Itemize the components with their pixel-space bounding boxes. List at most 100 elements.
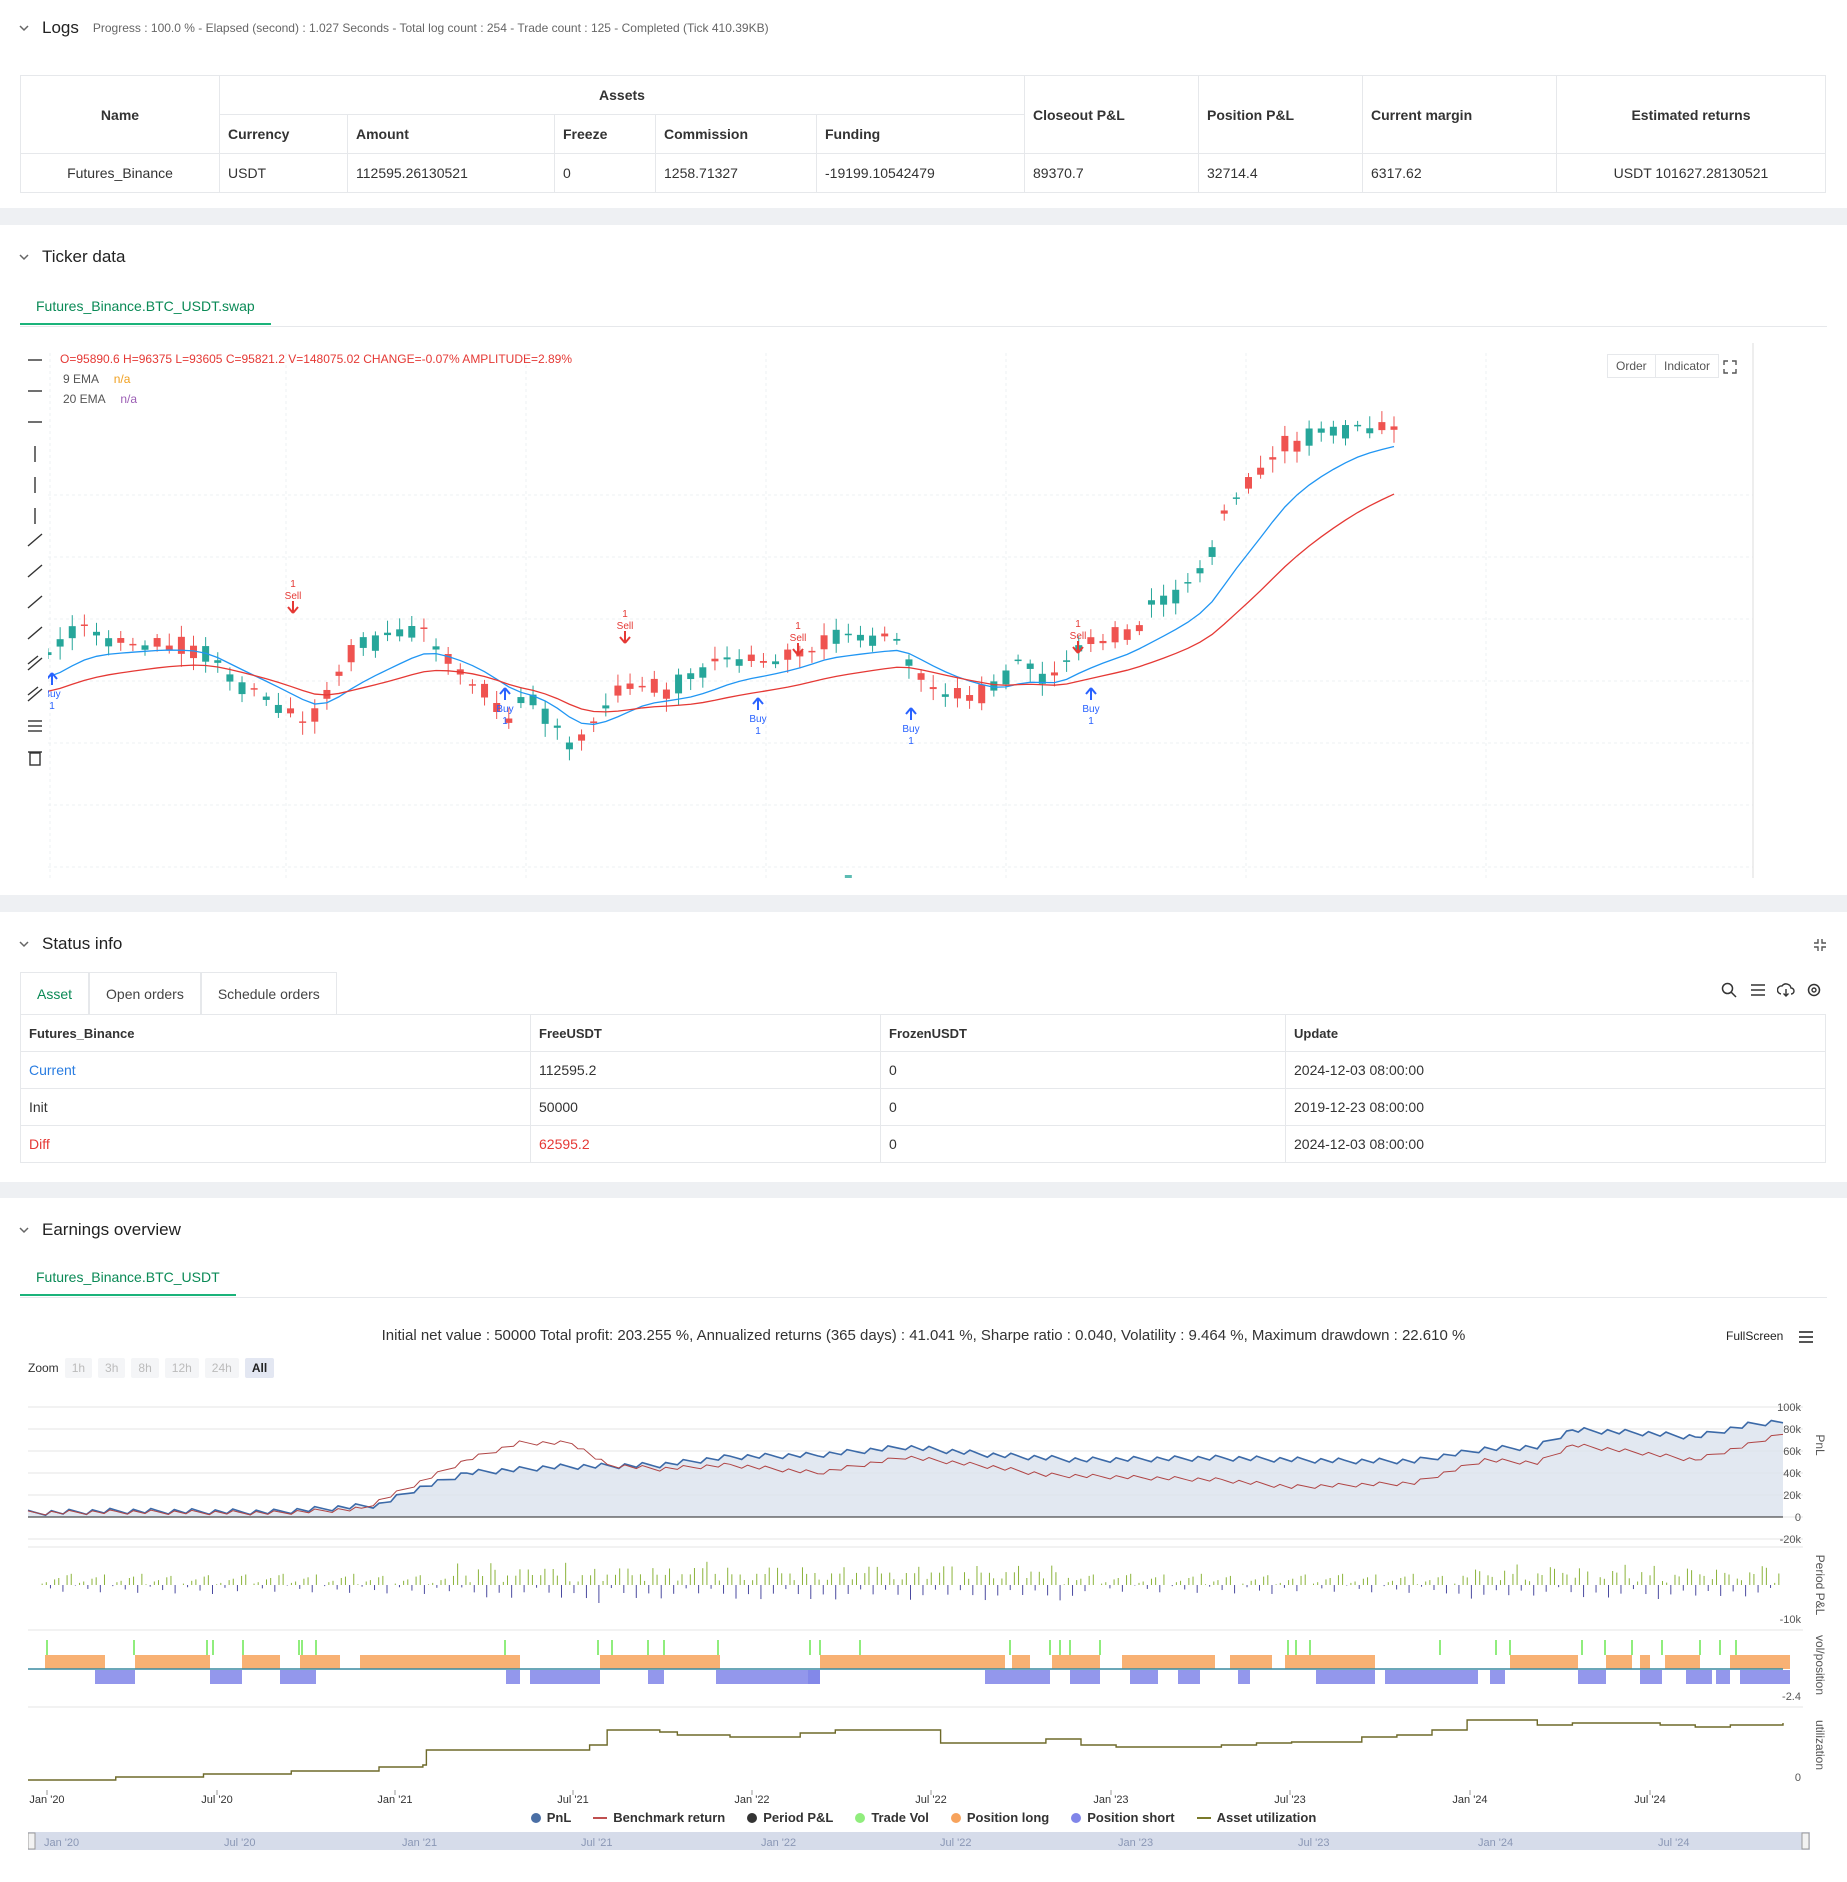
candlestick-chart[interactable]: 104,000.0096,000.0088,000.0080,000.0072,… xyxy=(48,343,1758,878)
candle-body xyxy=(941,694,949,697)
chevron-down-icon[interactable] xyxy=(18,251,30,263)
order-button[interactable]: Order xyxy=(1607,354,1656,378)
signal-label: Buy xyxy=(1082,704,1099,715)
table-row: Futures_Binance USDT 112595.26130521 0 1… xyxy=(20,153,1826,193)
position-long-bar xyxy=(1122,1655,1215,1669)
logs-title: Logs xyxy=(42,18,79,37)
signal-qty: 1 xyxy=(622,609,628,620)
candle-body xyxy=(662,689,670,699)
position-long-bar xyxy=(1730,1655,1790,1669)
gear-icon[interactable] xyxy=(1805,981,1823,999)
x-tick-label: Jan '21 xyxy=(377,1794,412,1805)
candle-body xyxy=(165,645,173,650)
chevron-down-icon[interactable] xyxy=(18,1224,30,1236)
candle-body xyxy=(638,685,646,688)
candle-body xyxy=(93,631,101,636)
candle-body xyxy=(687,673,695,680)
candle-body xyxy=(893,638,901,641)
ticker-header[interactable]: Ticker data xyxy=(18,247,125,267)
position-short-bar xyxy=(1070,1670,1100,1684)
drawing-toolbar[interactable] xyxy=(22,350,48,1010)
zoom-all-button[interactable]: All xyxy=(244,1358,275,1378)
navigator-tick-label: Jul '24 xyxy=(1658,1837,1689,1849)
fullscreen-button[interactable]: FullScreen xyxy=(1726,1329,1784,1343)
zoom-8h-button[interactable]: 8h xyxy=(131,1358,159,1378)
axis-label: vol/position xyxy=(1813,1635,1827,1695)
tab-earnings-symbol[interactable]: Futures_Binance.BTC_USDT xyxy=(20,1258,236,1296)
candle-body xyxy=(1184,582,1192,584)
th-freeze: Freeze xyxy=(554,114,656,154)
zoom-1h-button[interactable]: 1h xyxy=(64,1358,93,1378)
expand-icon[interactable] xyxy=(1721,358,1739,376)
position-short-bar xyxy=(808,1670,820,1684)
position-short-bar xyxy=(1686,1670,1712,1684)
tab-ticker-symbol[interactable]: Futures_Binance.BTC_USDT.swap xyxy=(20,287,271,325)
ema20-line xyxy=(48,493,1395,713)
zoom-12h-button[interactable]: 12h xyxy=(164,1358,199,1378)
benchmark-line xyxy=(27,1433,1784,1516)
candle-body xyxy=(1063,660,1071,662)
zoom-3h-button[interactable]: 3h xyxy=(98,1358,126,1378)
cell-commission: 1258.71327 xyxy=(655,153,817,193)
legend-item[interactable]: PnL xyxy=(530,1810,572,1825)
search-icon[interactable] xyxy=(1720,981,1738,999)
legend-item[interactable]: Period P&L xyxy=(747,1810,833,1825)
th-closeout: Closeout P&L xyxy=(1024,75,1199,154)
chevron-down-icon[interactable] xyxy=(18,938,30,950)
candle-body xyxy=(541,708,549,724)
position-long-bar xyxy=(135,1655,210,1669)
status-header[interactable]: Status info xyxy=(18,934,122,954)
list-icon[interactable] xyxy=(1749,981,1767,999)
zoom-24h-button[interactable]: 24h xyxy=(204,1358,239,1378)
th-name: Name xyxy=(20,75,220,154)
position-short-bar xyxy=(210,1670,242,1684)
candle-body xyxy=(759,661,767,663)
cell-position: 32714.4 xyxy=(1198,153,1363,193)
candle-body xyxy=(1196,568,1204,574)
tab-asset[interactable]: Asset xyxy=(20,972,90,1014)
candle-body xyxy=(723,657,731,660)
collapse-icon[interactable] xyxy=(1811,936,1829,954)
candle-body xyxy=(311,708,319,722)
cell-frozen: 0 xyxy=(880,1088,1286,1126)
chevron-down-icon[interactable] xyxy=(18,22,30,34)
cloud-download-icon[interactable] xyxy=(1777,981,1795,999)
menu-icon[interactable] xyxy=(1797,1328,1815,1346)
candle-body xyxy=(747,654,755,661)
legend-label: PnL xyxy=(546,1810,572,1825)
candle-body xyxy=(1269,457,1277,460)
up-arrow-icon xyxy=(752,697,764,710)
candle-body xyxy=(420,627,428,629)
indicator-button[interactable]: Indicator xyxy=(1655,354,1720,378)
tab-open-orders[interactable]: Open orders xyxy=(89,972,201,1014)
line-marker-icon xyxy=(1196,1816,1211,1819)
legend-item[interactable]: Trade Vol xyxy=(855,1810,929,1825)
legend-item[interactable]: Benchmark return xyxy=(593,1810,725,1825)
candle-body xyxy=(141,645,149,650)
navigator-tick-label: Jan '21 xyxy=(402,1837,437,1849)
tab-schedule-orders[interactable]: Schedule orders xyxy=(200,972,337,1014)
signal-label: Sell xyxy=(285,591,302,602)
legend-item[interactable]: Position short xyxy=(1071,1810,1175,1825)
y-tick-label: 40k xyxy=(1783,1468,1801,1480)
logs-table: Name Assets Closeout P&L Position P&L Cu… xyxy=(20,75,1826,193)
earnings-chart[interactable]: 100k 80k 60k 40k 20k 0 -20k -10k -2.4 0 PnL Period … xyxy=(0,1385,1847,1805)
earnings-header[interactable]: Earnings overview xyxy=(18,1220,181,1240)
cell-margin: 6317.62 xyxy=(1362,153,1557,193)
navigator-bar[interactable]: Jan '20 Jul '20 Jan '21 Jul '21 Jan '22 Jul '… xyxy=(28,1830,1810,1852)
signal-label: Sell xyxy=(1070,631,1087,642)
logs-header[interactable]: Logs Progress : 100.0 % - Elapsed (secon… xyxy=(18,18,769,38)
legend-item[interactable]: Asset utilization xyxy=(1196,1810,1316,1825)
row-label-current[interactable]: Current xyxy=(20,1051,531,1089)
position-long-bar xyxy=(1510,1655,1578,1669)
up-arrow-icon xyxy=(1085,687,1097,700)
legend-item[interactable]: Position long xyxy=(950,1810,1049,1825)
candle-body xyxy=(1232,497,1240,499)
candle-body xyxy=(80,624,88,626)
tab-divider xyxy=(20,326,1827,327)
candle-body xyxy=(1160,595,1168,605)
axis-label: PnL xyxy=(1813,1434,1827,1456)
candle-body xyxy=(396,629,404,637)
